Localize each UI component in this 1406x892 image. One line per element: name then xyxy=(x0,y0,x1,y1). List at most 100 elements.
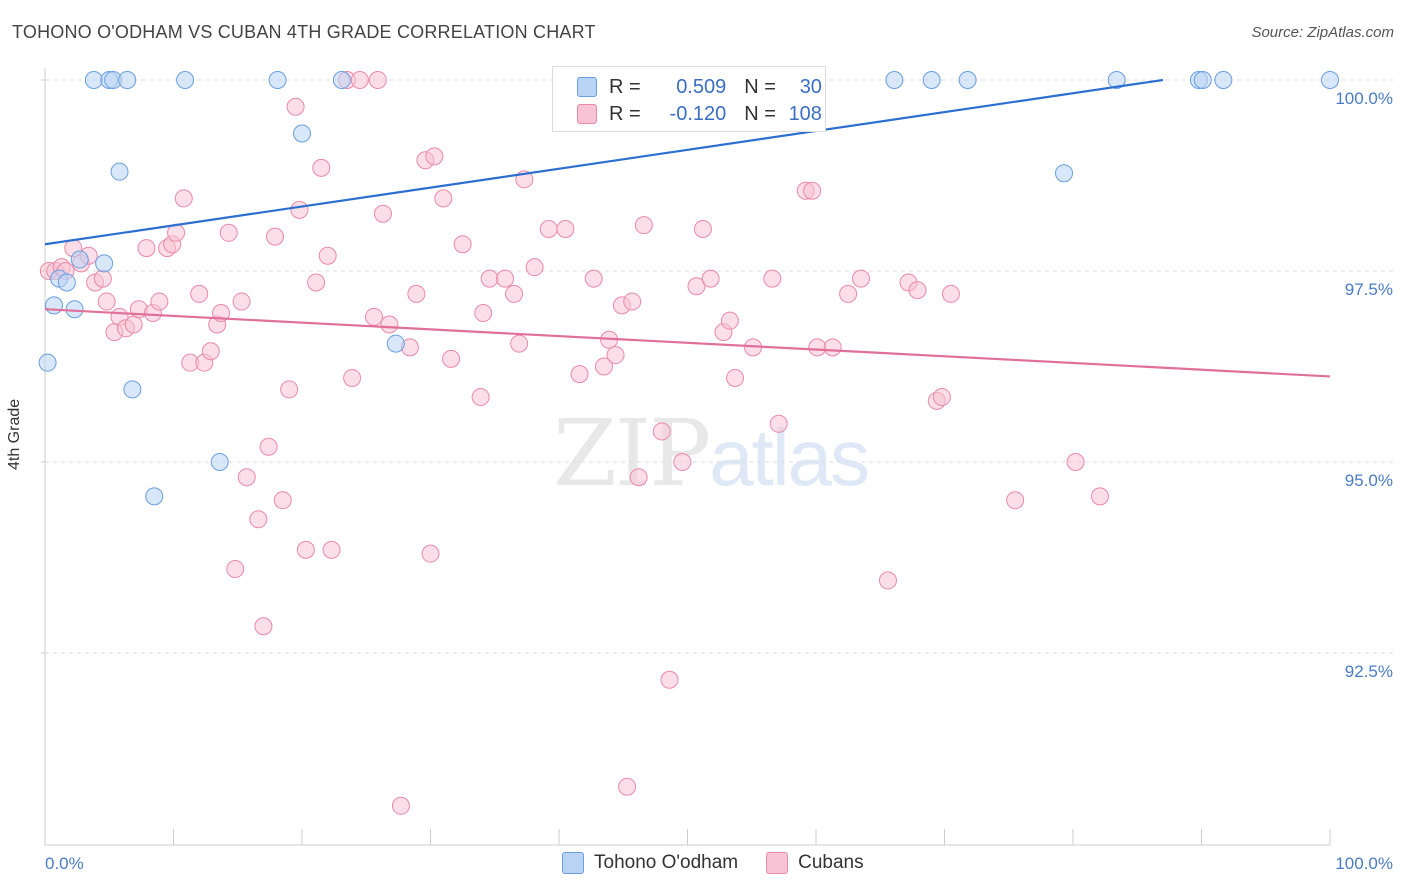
point-tohono xyxy=(922,71,941,89)
point-tohono xyxy=(1321,71,1339,89)
point-cubans xyxy=(471,388,490,407)
point-cubans xyxy=(1090,487,1109,506)
legend-n-value-tohono: 30 xyxy=(799,75,822,98)
y-tick-label: 92.5% xyxy=(1345,662,1393,681)
point-cubans xyxy=(480,269,499,288)
correlation-legend: R = 0.509 N = 30 R = -0.120 N = 108 xyxy=(552,66,826,132)
x-tick-labels: 0.0% 100.0% xyxy=(45,854,1393,873)
point-cubans xyxy=(556,219,575,238)
point-cubans xyxy=(124,315,143,334)
point-tohono xyxy=(123,380,142,399)
point-cubans xyxy=(823,338,842,357)
point-cubans xyxy=(496,269,515,288)
point-cubans xyxy=(505,284,524,303)
point-cubans xyxy=(510,334,529,353)
watermark: ZIPatlas xyxy=(553,400,870,507)
point-cubans xyxy=(584,269,603,288)
legend-n-value-cubans: 108 xyxy=(788,102,822,125)
point-cubans xyxy=(318,246,337,265)
point-tohono xyxy=(145,487,164,506)
point-cubans xyxy=(407,284,426,303)
legend-swatch-tohono xyxy=(577,77,597,97)
point-cubans xyxy=(174,189,193,208)
point-cubans xyxy=(425,147,444,166)
legend-label-cubans: Cubans xyxy=(798,852,864,873)
point-tohono xyxy=(210,453,229,471)
legend-n-label: N = xyxy=(744,75,776,98)
point-cubans xyxy=(343,368,362,387)
point-cubans xyxy=(932,388,951,407)
y-tick-label: 95.0% xyxy=(1345,471,1393,490)
point-cubans xyxy=(97,292,116,311)
point-cubans xyxy=(137,239,156,258)
legend-r-value-cubans: -0.120 xyxy=(669,102,727,125)
point-cubans xyxy=(474,304,493,323)
data-points xyxy=(38,71,1339,815)
point-cubans xyxy=(421,544,440,563)
point-cubans xyxy=(701,269,720,288)
point-cubans xyxy=(878,571,897,590)
point-cubans xyxy=(652,422,671,441)
point-cubans xyxy=(254,617,273,636)
point-tohono xyxy=(332,71,351,89)
point-cubans xyxy=(803,181,822,200)
point-cubans xyxy=(226,559,245,578)
point-cubans xyxy=(380,315,399,334)
point-tohono xyxy=(268,71,287,89)
point-tohono xyxy=(70,250,89,269)
point-tohono xyxy=(118,71,137,89)
point-cubans xyxy=(453,235,472,254)
point-cubans xyxy=(290,200,309,219)
point-cubans xyxy=(693,219,712,238)
x-tick-label: 0.0% xyxy=(45,854,84,873)
point-cubans xyxy=(201,342,220,361)
point-tohono xyxy=(293,124,311,143)
point-cubans xyxy=(312,158,331,177)
legend-swatch-tohono xyxy=(562,852,584,874)
point-tohono xyxy=(84,71,103,89)
point-cubans xyxy=(618,777,637,796)
point-cubans xyxy=(660,670,679,689)
point-tohono xyxy=(1214,71,1233,89)
point-cubans xyxy=(539,219,558,238)
point-cubans xyxy=(286,97,305,116)
watermark-atlas: atlas xyxy=(709,413,870,502)
legend-r-label: R = xyxy=(609,75,641,98)
point-tohono xyxy=(65,300,84,319)
point-cubans xyxy=(296,540,315,559)
point-cubans xyxy=(808,338,827,357)
y-tick-labels: 100.0% 97.5% 95.0% 92.5% xyxy=(1335,89,1393,681)
point-cubans xyxy=(259,437,278,456)
point-cubans xyxy=(273,491,292,510)
point-cubans xyxy=(350,71,369,89)
point-cubans xyxy=(726,368,745,387)
series-legend: Tohono O'odham Cubans xyxy=(562,852,892,874)
trend-line-cubans xyxy=(44,308,1331,378)
point-tohono xyxy=(885,71,904,89)
legend-item-tohono: Tohono O'odham xyxy=(562,852,738,874)
point-cubans xyxy=(629,468,648,487)
point-tohono xyxy=(1193,71,1212,89)
point-cubans xyxy=(634,216,653,235)
point-tohono xyxy=(38,353,57,372)
chart-title: TOHONO O'ODHAM VS CUBAN 4TH GRADE CORREL… xyxy=(12,22,596,42)
point-cubans xyxy=(237,468,256,487)
point-cubans xyxy=(307,273,326,292)
legend-item-cubans: Cubans xyxy=(766,852,864,874)
point-cubans xyxy=(763,269,782,288)
legend-r-value-tohono: 0.509 xyxy=(676,75,727,98)
point-cubans xyxy=(249,510,268,529)
point-cubans xyxy=(1066,453,1085,471)
point-cubans xyxy=(322,540,341,559)
point-cubans xyxy=(570,365,589,384)
point-cubans xyxy=(941,284,960,303)
point-cubans xyxy=(373,204,392,223)
y-tick-label: 100.0% xyxy=(1335,89,1393,108)
point-cubans xyxy=(391,796,410,815)
legend-r-label: R = xyxy=(609,102,641,125)
legend-row-tohono: R = 0.509 N = 30 xyxy=(577,75,822,99)
point-cubans xyxy=(280,380,299,399)
point-cubans xyxy=(623,292,642,311)
point-tohono xyxy=(1055,164,1074,183)
